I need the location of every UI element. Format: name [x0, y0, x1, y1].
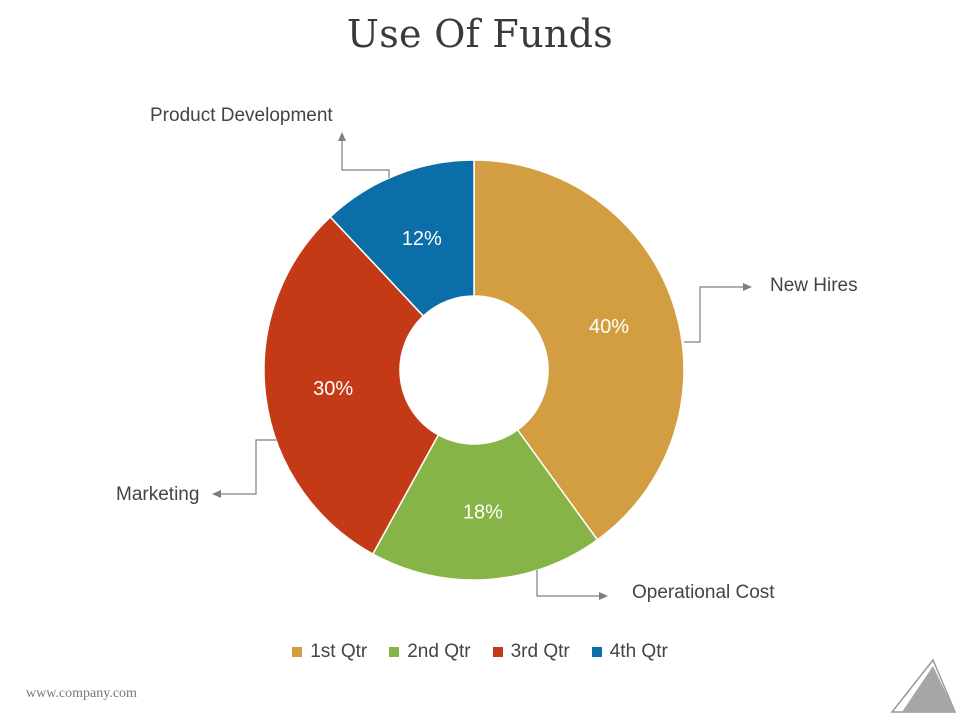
legend-item-2nd-qtr: 2nd Qtr	[389, 641, 471, 663]
data-label: 12%	[402, 228, 442, 250]
legend-item-4th-qtr: 4th Qtr	[591, 641, 668, 663]
legend-item-3rd-qtr: 3rd Qtr	[492, 641, 570, 663]
leader-line	[684, 286, 744, 343]
legend-label: 4th Qtr	[609, 641, 668, 662]
triangle-logo-icon	[890, 658, 957, 713]
legend-item-1st-qtr: 1st Qtr	[292, 641, 367, 663]
callout-new-hires: New Hires	[770, 275, 858, 296]
leader-line	[341, 140, 390, 178]
legend-swatch	[389, 647, 400, 657]
leader-arrow-icon	[338, 132, 346, 141]
legend-swatch	[292, 647, 303, 657]
callout-product-development: Product Development	[150, 105, 333, 126]
legend-label: 2nd Qtr	[407, 641, 471, 662]
slice-product-development	[329, 159, 475, 318]
callout-operational-cost: Operational Cost	[632, 582, 775, 603]
leader-line	[536, 570, 600, 597]
slice-operational-cost	[371, 428, 599, 581]
callout-marketing: Marketing	[116, 484, 200, 505]
data-label: 30%	[313, 378, 353, 400]
slice-marketing	[263, 215, 440, 556]
footer-url: www.company.com	[26, 686, 137, 701]
leader-line	[218, 439, 278, 495]
leader-arrow-icon	[743, 283, 752, 291]
data-label: 40%	[589, 316, 629, 338]
leader-arrow-icon	[212, 490, 221, 498]
data-label: 18%	[463, 502, 503, 524]
legend-label: 1st Qtr	[310, 641, 368, 662]
chart-title: Use Of Funds	[346, 12, 614, 56]
legend-label: 3rd Qtr	[510, 641, 570, 662]
legend: 1st Qtr 2nd Qtr 3rd Qtr 4th Qtr	[0, 641, 960, 663]
leader-arrow-icon	[599, 592, 608, 600]
slice-new-hires	[473, 159, 685, 541]
legend-swatch	[591, 647, 602, 657]
legend-swatch	[492, 647, 503, 657]
